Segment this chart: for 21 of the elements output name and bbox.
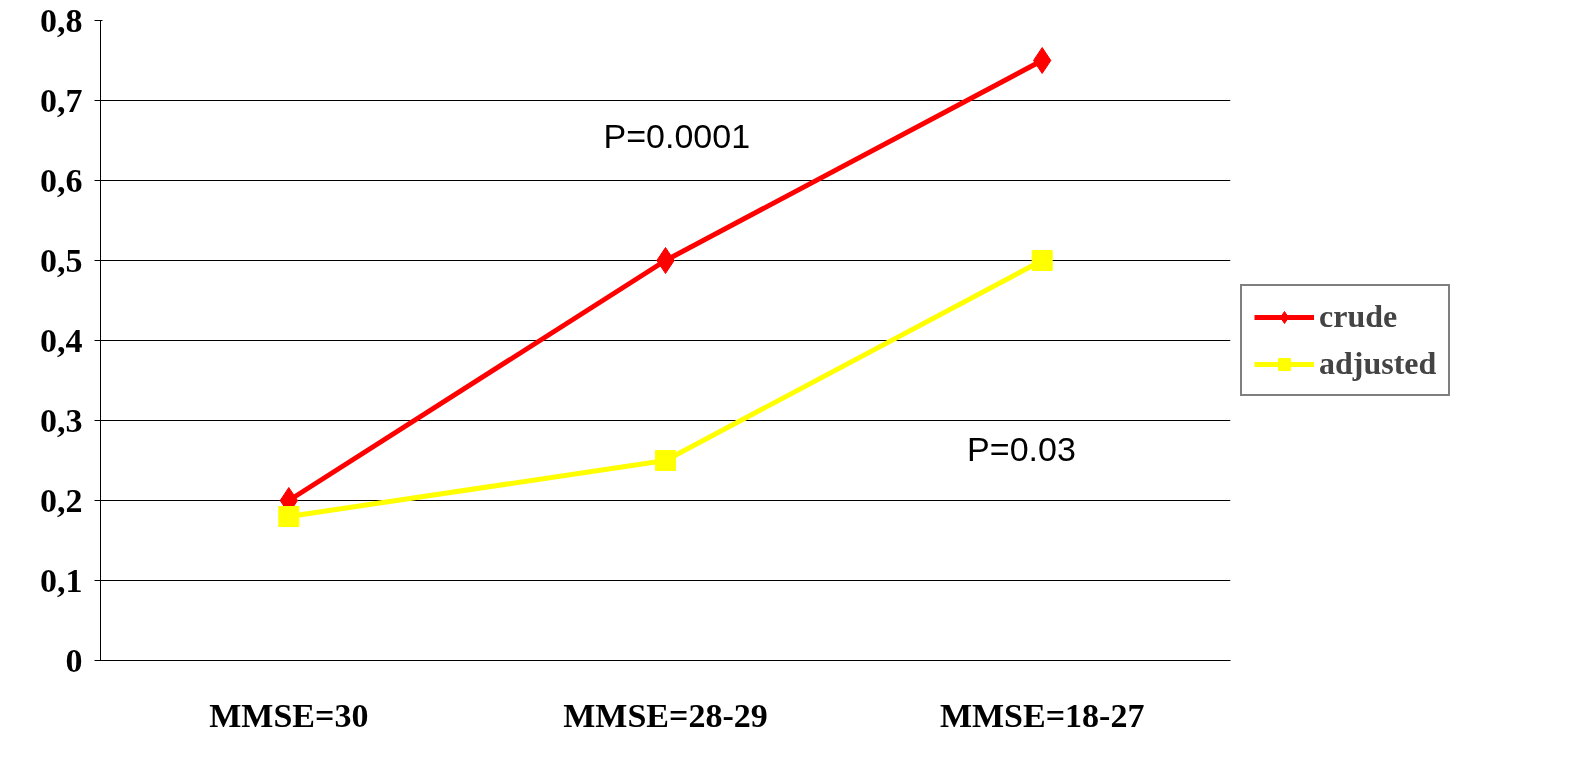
x-tick-label: MMSE=28-29	[563, 696, 768, 734]
y-tick-label: 0,1	[40, 561, 83, 599]
point	[655, 450, 676, 471]
annotation: P=0.0001	[603, 116, 751, 155]
x-tick-label: MMSE=30	[209, 696, 369, 734]
y-tick-label: 0,5	[40, 241, 83, 279]
point	[278, 506, 300, 527]
legend-label: crude	[1319, 298, 1398, 335]
y-tick-label: 0,7	[40, 81, 83, 119]
y-tick-label: 0,4	[40, 321, 83, 359]
point	[1033, 47, 1052, 74]
annotation: P=0.03	[967, 430, 1076, 469]
y-tick-label: 0,2	[40, 481, 83, 519]
y-tick-label: 0,8	[40, 1, 83, 39]
x-tick-label: MMSE=18-27	[939, 696, 1145, 734]
y-tick-label: 0,6	[40, 161, 83, 199]
y-tick-label: 0	[65, 641, 83, 679]
legend-label: adjusted	[1319, 345, 1437, 382]
point	[656, 247, 675, 274]
point	[1031, 250, 1053, 271]
y-tick-label: 0,3	[40, 401, 83, 439]
